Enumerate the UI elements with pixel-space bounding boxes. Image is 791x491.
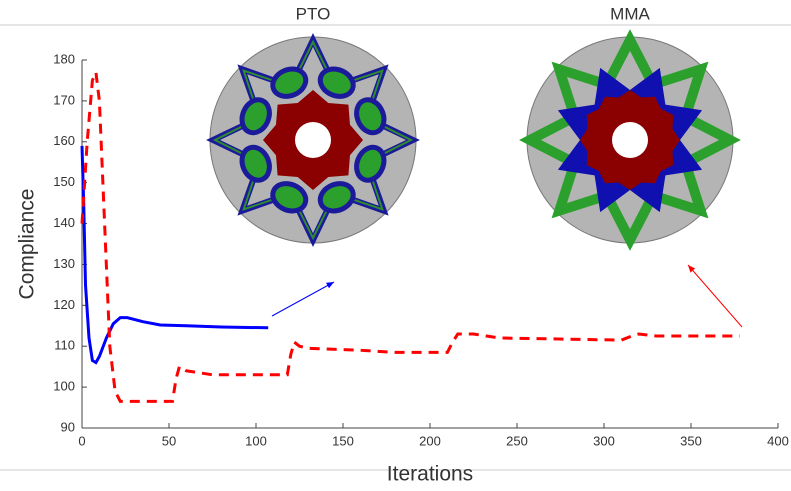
inset-hole	[612, 122, 648, 158]
y-axis-label: Compliance	[16, 189, 39, 300]
x-tick-label: 100	[245, 433, 267, 448]
y-tick-label: 180	[53, 51, 75, 66]
y-tick-label: 140	[53, 215, 75, 230]
x-axis-label: Iterations	[387, 463, 473, 486]
x-tick-label: 250	[506, 433, 528, 448]
x-tick-label: 300	[593, 433, 615, 448]
y-tick-label: 110	[54, 338, 75, 353]
x-tick-label: 150	[332, 433, 354, 448]
x-tick-label: 0	[78, 433, 85, 448]
x-tick-label: 350	[680, 433, 702, 448]
arrow-head	[326, 282, 334, 288]
chart: PTO MMA Compliance Iterations 90 100 110 120…	[0, 0, 791, 491]
arrow	[272, 282, 334, 316]
arrow	[688, 265, 742, 327]
y-tick-label: 170	[53, 92, 75, 107]
x-tick-label: 200	[419, 433, 441, 448]
inset-hole	[295, 122, 331, 158]
y-tick-label: 120	[53, 297, 75, 312]
inset-title: MMA	[610, 4, 650, 23]
inset-title: PTO	[296, 4, 331, 23]
y-tick-label: 160	[53, 133, 75, 148]
y-tick-label: 90	[61, 419, 75, 434]
y-tick-label: 100	[53, 379, 75, 394]
y-tick-label: 150	[53, 174, 75, 189]
y-tick-label: 130	[53, 256, 75, 271]
x-tick-label: 50	[162, 433, 176, 448]
insets: PTO MMA	[210, 4, 742, 327]
x-tick-label: 400	[767, 433, 789, 448]
